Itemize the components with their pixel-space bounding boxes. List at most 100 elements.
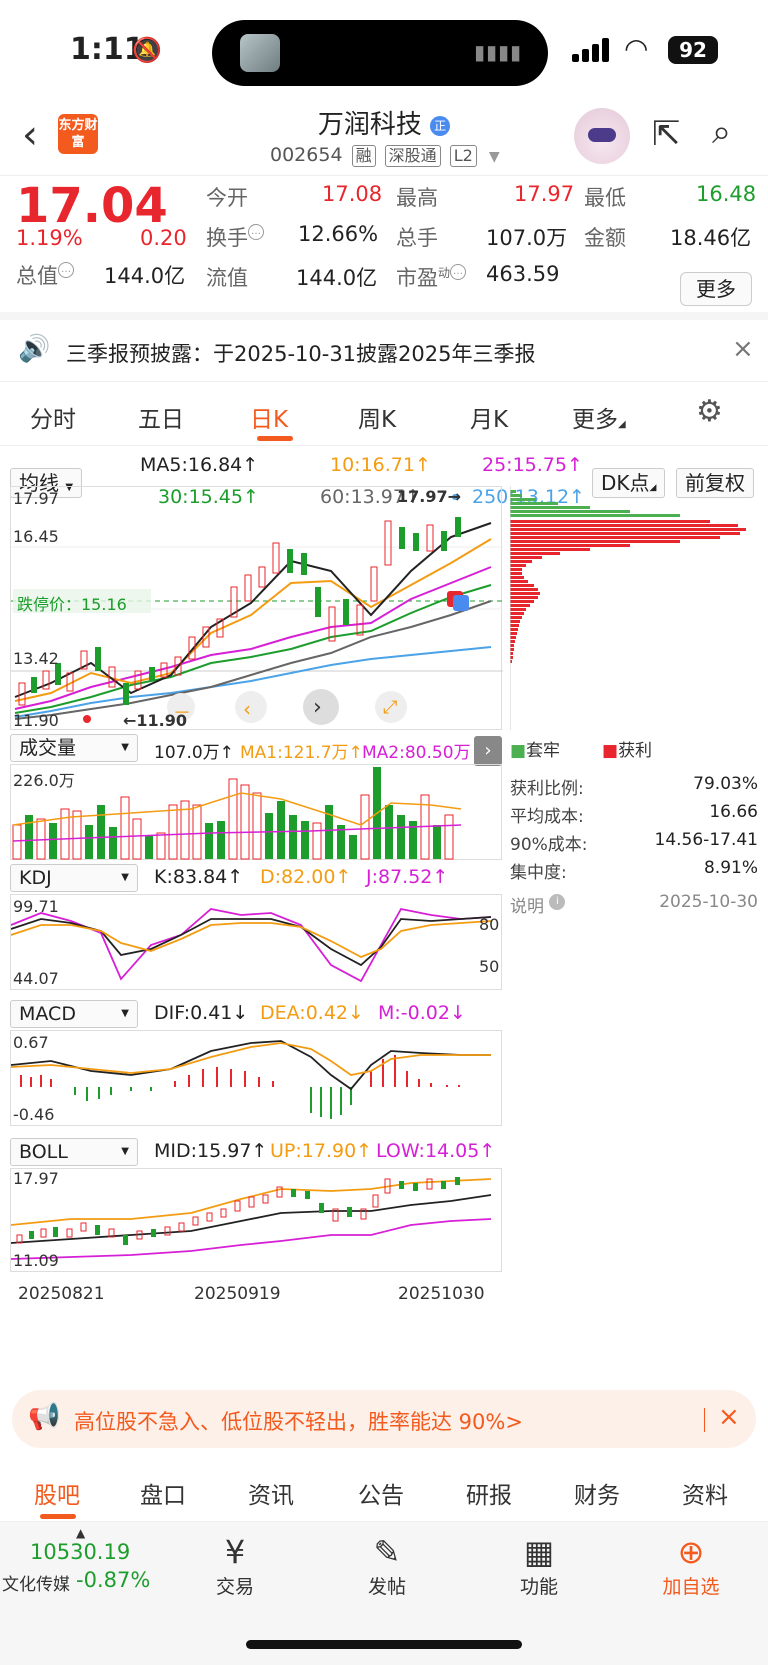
tab-announcements[interactable]: 公告 bbox=[358, 1483, 404, 1509]
tab-monthly-k[interactable]: 月K bbox=[470, 407, 509, 433]
macd-panel[interactable]: 0.67 -0.46 bbox=[10, 1030, 502, 1126]
mktcap-value: 144.0亿 bbox=[104, 264, 186, 288]
chip-row-key: 集中度: bbox=[510, 863, 567, 883]
boll-low-value: LOW:14.05↑ bbox=[376, 1140, 496, 1162]
ma10-value: 10:16.71↑ bbox=[330, 454, 431, 476]
legend-profit: ■获利 bbox=[602, 736, 652, 761]
kdj-axis-bottom: 44.07 bbox=[13, 969, 59, 988]
ai-assistant-avatar[interactable] bbox=[574, 108, 630, 164]
boll-select-label: BOLL bbox=[19, 1141, 68, 1163]
chevron-down-icon: ▼ bbox=[121, 1008, 129, 1019]
legend-trapped-swatch: ■ bbox=[510, 741, 527, 761]
pe-sup: 动 bbox=[438, 266, 451, 280]
settings-icon[interactable]: ⚙ bbox=[696, 394, 723, 429]
volume-ma2: MA2:80.50万 bbox=[362, 743, 471, 763]
chip-row-value: 14.56-17.41 bbox=[654, 830, 758, 850]
chip-note[interactable]: 说明 i 2025-10-30 bbox=[510, 892, 758, 918]
chip-distribution-panel[interactable] bbox=[509, 486, 758, 730]
verified-badge: 正 bbox=[430, 115, 451, 136]
panel-collapse-icon[interactable]: › bbox=[474, 736, 502, 766]
add-watchlist-button[interactable]: ⊕ 加自选 bbox=[646, 1532, 736, 1599]
more-quote-button[interactable]: 更多 bbox=[680, 272, 752, 306]
status-bar: 1:11 🔕 ▮▮▮▮ ◠ 92 bbox=[0, 0, 768, 100]
index-name[interactable]: 文化传媒 bbox=[2, 1575, 70, 1595]
chip-row-key: 平均成本: bbox=[510, 807, 584, 827]
expand-icon[interactable]: ⤢ bbox=[383, 697, 398, 718]
plus-circle-icon: ⊕ bbox=[677, 1533, 705, 1571]
quote-panel: 17.04 1.19% 0.20 总值… 144.0亿 今开 17.08 换手…… bbox=[0, 176, 768, 320]
boll-select[interactable]: BOLL ▼ bbox=[10, 1138, 138, 1166]
caret-icon: ◢ bbox=[618, 419, 626, 430]
functions-button[interactable]: ▦ 功能 bbox=[494, 1532, 584, 1599]
tab-orderbook[interactable]: 盘口 bbox=[140, 1483, 186, 1509]
chip-note-label: 说明 i bbox=[510, 892, 566, 917]
trade-label: 交易 bbox=[215, 1576, 254, 1598]
chip-distribution-svg bbox=[509, 486, 746, 730]
trade-button[interactable]: ¥ 交易 bbox=[190, 1532, 280, 1599]
stock-code-row[interactable]: 002654 融 深股通 L2 ▼ bbox=[270, 144, 500, 167]
info-icon[interactable]: … bbox=[450, 264, 467, 280]
post-button[interactable]: ✎ 发帖 bbox=[342, 1532, 432, 1599]
grid-icon: ▦ bbox=[523, 1533, 555, 1571]
chip-row-key: 90%成本: bbox=[510, 835, 588, 855]
index-value[interactable]: 10530.19 bbox=[30, 1540, 131, 1564]
promo-banner[interactable]: 📢 高位股不急入、低位股不轻出，胜率能达 90%> × bbox=[12, 1390, 756, 1448]
tab-news[interactable]: 资讯 bbox=[248, 1483, 294, 1509]
change-pct: 1.19% bbox=[16, 226, 83, 250]
close-icon[interactable]: × bbox=[732, 334, 754, 364]
kdj-panel[interactable]: 99.71 44.07 80 50 bbox=[10, 894, 502, 990]
high-label: 最高 bbox=[396, 186, 438, 210]
back-icon[interactable]: ‹ bbox=[22, 112, 38, 158]
turnover-label: 换手… bbox=[206, 222, 264, 252]
tab-weekly-k[interactable]: 周K bbox=[358, 407, 397, 433]
info-icon[interactable]: … bbox=[248, 224, 264, 240]
boll-panel[interactable]: 17.97 11.09 bbox=[10, 1168, 502, 1272]
tab-forum[interactable]: 股吧 bbox=[34, 1483, 80, 1509]
pe-value: 463.59 bbox=[486, 262, 560, 286]
chevron-down-icon: ▼ bbox=[65, 482, 74, 493]
tab-profile[interactable]: 资料 bbox=[682, 1483, 728, 1509]
pe-label-text: 市盈 bbox=[396, 266, 438, 290]
share-icon[interactable]: ⇱ bbox=[652, 114, 681, 154]
tab-financials[interactable]: 财务 bbox=[574, 1483, 620, 1509]
stock-code: 002654 bbox=[270, 144, 343, 166]
bottom-content-tabs: 股吧 盘口 资讯 公告 研报 财务 资料 bbox=[0, 1460, 768, 1522]
scroll-right-icon[interactable]: › bbox=[313, 695, 322, 720]
volume-panel[interactable]: 226.0万 bbox=[10, 764, 502, 860]
tab-daily-k[interactable]: 日K bbox=[250, 407, 289, 433]
kdj-select[interactable]: KDJ ▼ bbox=[10, 864, 138, 892]
legend-trapped-label: 套牢 bbox=[526, 741, 561, 761]
ma-select[interactable]: 均线 ▼ bbox=[10, 468, 83, 498]
float-label: 流值 bbox=[206, 266, 248, 290]
tab-five-day[interactable]: 五日 bbox=[138, 407, 184, 433]
volume-axis-max: 226.0万 bbox=[13, 771, 75, 790]
chip-row-value: 16.66 bbox=[709, 802, 758, 822]
scroll-left-icon[interactable]: ‹ bbox=[243, 697, 251, 721]
clock: 1:11 bbox=[70, 32, 145, 67]
volume-select[interactable]: 成交量 ▼ bbox=[10, 734, 138, 762]
ma-select-label: 均线 bbox=[19, 471, 59, 495]
adjust-button[interactable]: 前复权 bbox=[676, 468, 754, 498]
chevron-down-icon: ▼ bbox=[488, 149, 500, 165]
macd-dif-value: DIF:0.41↓ bbox=[154, 1002, 249, 1024]
dk-point-button[interactable]: DK点◢ bbox=[592, 468, 666, 498]
macd-select-label: MACD bbox=[19, 1003, 76, 1025]
promo-text: 高位股不急入、低位股不轻出，胜率能达 90%> bbox=[74, 1410, 523, 1434]
notice-bar[interactable]: 🔊 三季报预披露：于2025-10-31披露2025年三季报 × bbox=[0, 320, 768, 382]
active-tab-indicator bbox=[40, 1514, 76, 1519]
ma60-value: 60:13.97↑ bbox=[320, 486, 421, 508]
macd-select[interactable]: MACD ▼ bbox=[10, 1000, 138, 1028]
app-logo: 东方财富 bbox=[58, 114, 98, 154]
price-axis-low: 11.90 bbox=[13, 711, 59, 730]
info-icon[interactable]: … bbox=[58, 262, 74, 278]
zoom-out-icon[interactable]: － bbox=[173, 703, 191, 724]
chip-row-key: 获利比例: bbox=[510, 779, 584, 799]
tab-intraday[interactable]: 分时 bbox=[30, 407, 76, 433]
close-icon[interactable]: × bbox=[718, 1402, 740, 1432]
tab-research[interactable]: 研报 bbox=[466, 1483, 512, 1509]
boll-mid-value: MID:15.97↑ bbox=[154, 1140, 268, 1162]
tab-more[interactable]: 更多◢ bbox=[572, 400, 626, 434]
candlestick-panel[interactable]: 17.97 16.45 13.42 11.90 17.97→ ←11.90 跌停… bbox=[10, 486, 503, 730]
home-indicator bbox=[246, 1640, 522, 1649]
search-icon[interactable]: ⌕ bbox=[712, 112, 732, 152]
